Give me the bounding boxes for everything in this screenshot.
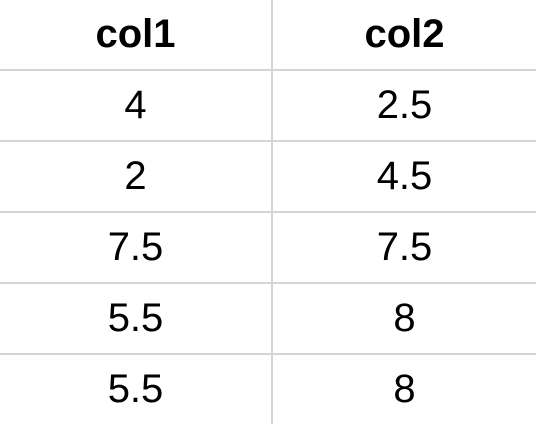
- table-row: 7.5 7.5: [0, 212, 536, 284]
- table-row: 5.5 8: [0, 354, 536, 424]
- table-cell[interactable]: 8: [272, 283, 536, 355]
- table-row: 4 2.5: [0, 70, 536, 142]
- table-cell[interactable]: 5.5: [0, 354, 273, 424]
- column-header-col1[interactable]: col1: [0, 0, 273, 71]
- table-cell[interactable]: 8: [393, 367, 416, 411]
- column-header-col2[interactable]: col2: [272, 0, 536, 71]
- table-cell[interactable]: 5.5: [0, 283, 273, 355]
- table-cell[interactable]: 7.5: [0, 212, 273, 284]
- table-cell[interactable]: 2: [0, 141, 273, 213]
- table-row: 5.5 8: [0, 283, 536, 355]
- header-row: col1 col2: [0, 0, 536, 71]
- table-cell[interactable]: 4.5: [272, 141, 536, 213]
- table-cell[interactable]: 2.5: [272, 70, 536, 142]
- table-cell[interactable]: 7.5: [272, 212, 536, 284]
- table-cell[interactable]: 4: [0, 70, 273, 142]
- table-row: 2 4.5: [0, 141, 536, 213]
